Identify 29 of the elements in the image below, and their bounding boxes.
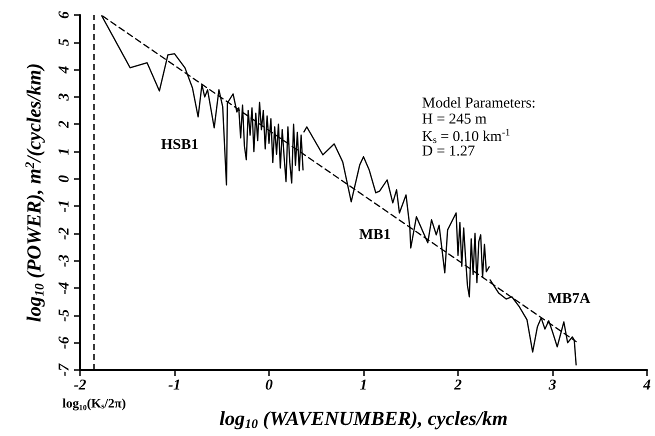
- y-tick-label: -3: [56, 254, 72, 268]
- y-tick-label: -1: [56, 200, 72, 212]
- y-tick-label: -5: [56, 308, 72, 322]
- y-axis-title: log10 (POWER), m2/(cycles/km): [22, 63, 46, 322]
- y-tick-label: -2: [56, 226, 72, 240]
- y-tick-label: 5: [56, 38, 72, 46]
- y-tick-label: -4: [56, 281, 72, 294]
- series-label: MB1: [359, 226, 391, 243]
- y-tick-label: -7: [56, 363, 72, 376]
- annotation: D = 1.27: [422, 144, 476, 160]
- series-label: MB7A: [548, 290, 591, 307]
- x-tick-label: 3: [548, 378, 557, 394]
- y-tick-label: -6: [56, 336, 72, 349]
- y-tick-label: 2: [56, 120, 72, 129]
- ref-line-label: log₁₀(Ks/2π): [62, 396, 126, 410]
- x-tick-label: 1: [360, 378, 368, 394]
- x-tick-label: -2: [74, 378, 87, 394]
- series-label: HSB1: [160, 136, 198, 153]
- y-tick-label: 1: [56, 148, 72, 156]
- y-tick-label: 4: [56, 65, 72, 74]
- annotation: H = 245 m: [422, 112, 488, 128]
- y-tick-label: 6: [56, 10, 72, 19]
- x-tick-label: 4: [642, 378, 652, 394]
- x-tick-label: 0: [265, 378, 274, 394]
- x-tick-label: -1: [168, 378, 181, 394]
- annotation: Model Parameters:: [422, 96, 536, 112]
- x-tick-label: 2: [453, 378, 462, 394]
- y-tick-label: 0: [56, 174, 72, 183]
- y-tick-label: 3: [56, 92, 72, 102]
